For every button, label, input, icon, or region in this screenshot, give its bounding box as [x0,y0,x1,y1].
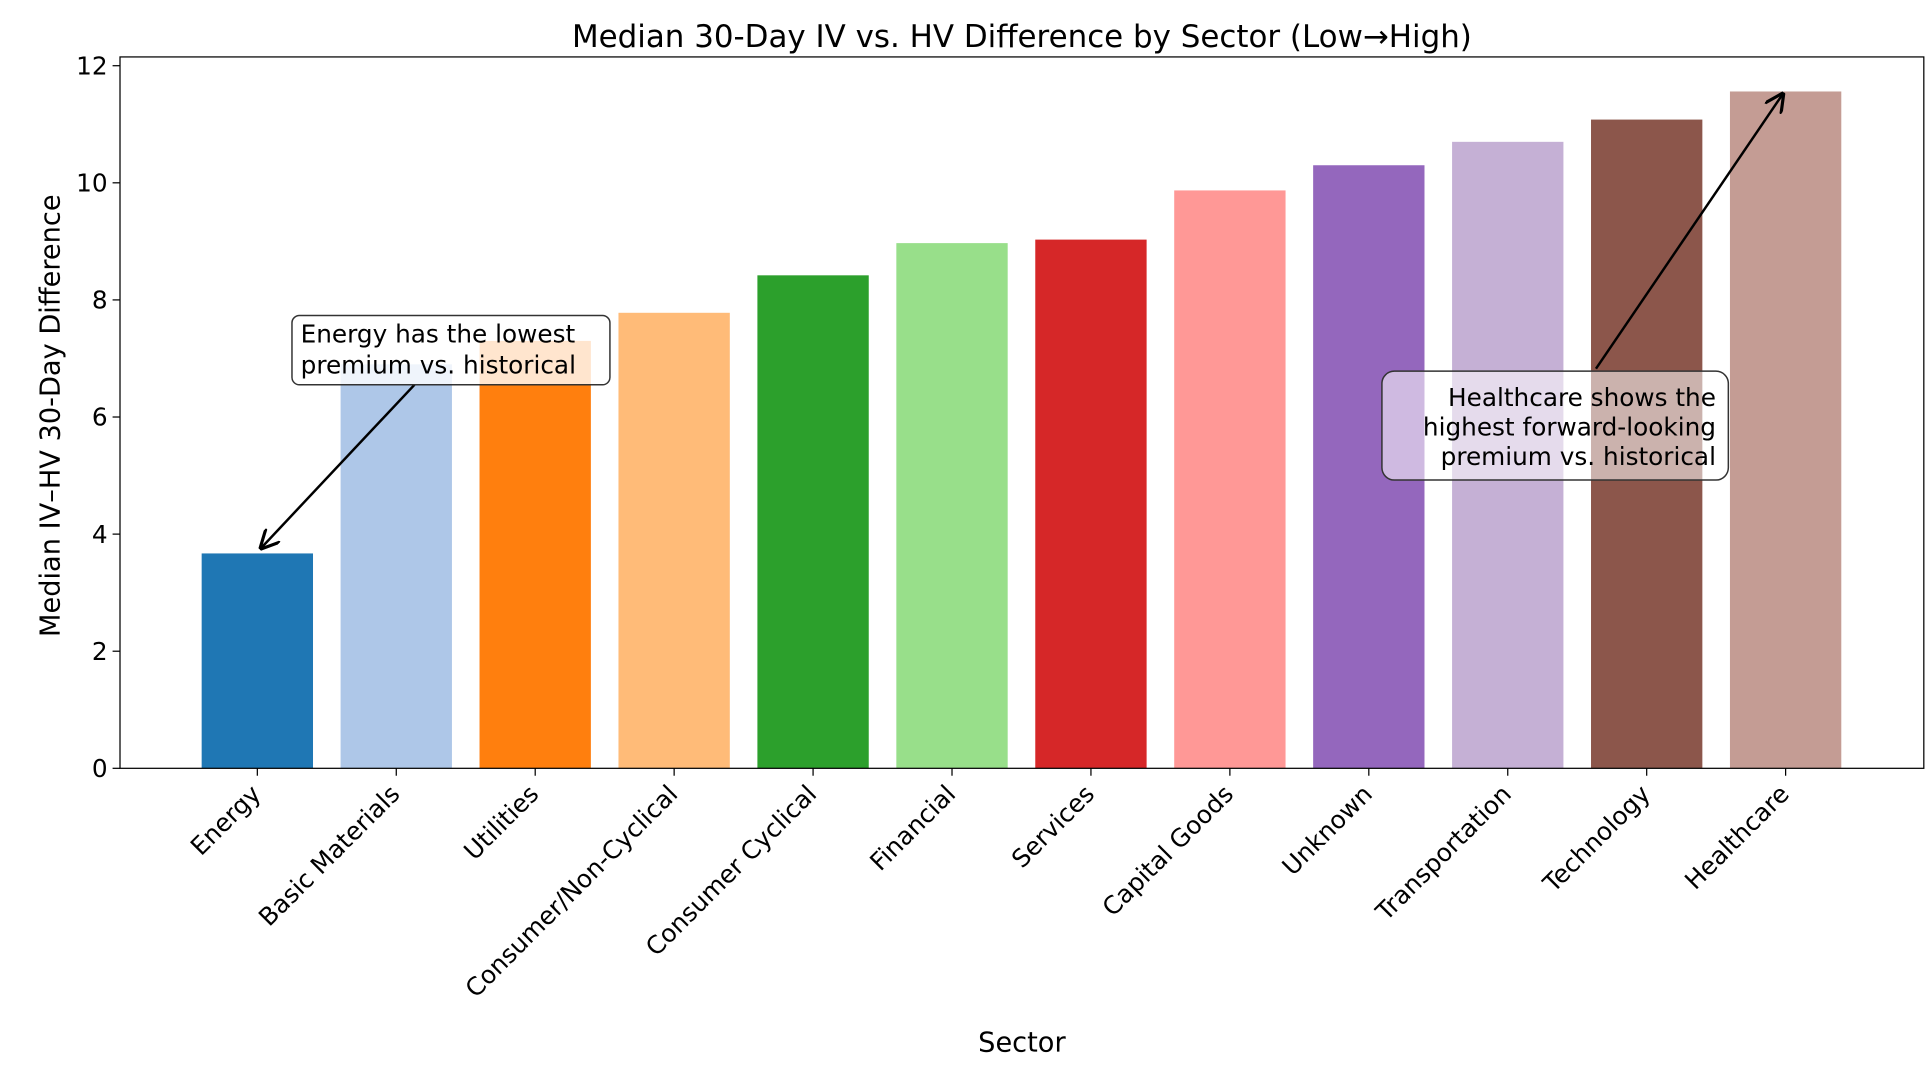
y-tick-label: 4 [92,520,108,549]
x-tick-label: Technology [1537,779,1656,898]
annotation-text: highest forward-looking [1423,413,1716,442]
x-tick-label: Transportation [1369,779,1517,927]
bar [1174,190,1286,769]
chart-title: Median 30-Day IV vs. HV Difference by Se… [572,19,1472,55]
annotation-healthcare: Healthcare shows the highest forward-loo… [1381,94,1783,481]
x-tick-label: Services [1006,779,1100,873]
x-tick-label: Energy [185,779,267,861]
x-tick-label: Financial [864,779,961,876]
annotation-energy: Energy has the lowest premium vs. histor… [261,314,611,549]
bar [757,275,869,769]
bar [340,364,452,769]
plot-frame [119,56,1925,769]
x-tick-label: Healthcare [1679,779,1795,895]
bar [201,553,314,769]
bar [1729,91,1842,769]
annotation-text: premium vs. historical [1441,442,1716,471]
annotation-arrow [1594,94,1783,370]
bar [479,340,591,769]
annotation-arrow [261,383,416,548]
y-axis-label: Median IV–HV 30-Day Difference [35,194,66,637]
x-tick-label: Unknown [1276,779,1378,881]
bar [1035,239,1147,769]
x-tick-label: Basic Materials [253,779,406,932]
bar [896,243,1008,769]
annotation-box [1381,370,1730,481]
y-tick-label: 2 [92,637,108,666]
y-tick-label: 12 [76,51,107,80]
y-tick-label: 0 [92,754,108,783]
annotation-text: Energy has the lowest [301,320,576,349]
y-tick-label: 8 [92,286,108,315]
bar [618,312,730,769]
x-tick-label: Capital Goods [1097,779,1240,922]
annotation-text: premium vs. historical [301,351,576,380]
x-axis-label: Sector [978,1028,1066,1059]
x-tick-label: Utilities [458,779,544,865]
y-tick-label: 6 [92,403,108,432]
annotation-box [291,314,611,386]
annotation-text: Healthcare shows the [1448,383,1716,412]
y-tick-label: 10 [76,168,107,197]
